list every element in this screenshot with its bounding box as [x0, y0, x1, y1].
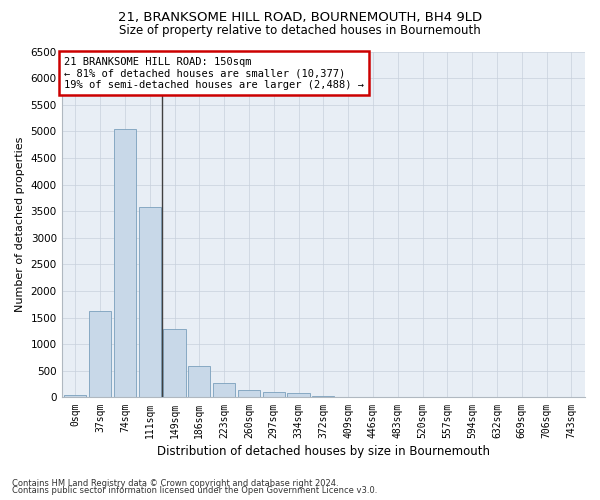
Bar	[188, 366, 211, 398]
X-axis label: Distribution of detached houses by size in Bournemouth: Distribution of detached houses by size …	[157, 444, 490, 458]
Text: 21, BRANKSOME HILL ROAD, BOURNEMOUTH, BH4 9LD: 21, BRANKSOME HILL ROAD, BOURNEMOUTH, BH…	[118, 11, 482, 24]
Bar	[287, 394, 310, 398]
Bar	[213, 383, 235, 398]
Bar	[89, 311, 111, 398]
Text: Contains public sector information licensed under the Open Government Licence v3: Contains public sector information licen…	[12, 486, 377, 495]
Bar	[114, 128, 136, 398]
Y-axis label: Number of detached properties: Number of detached properties	[15, 137, 25, 312]
Text: 21 BRANKSOME HILL ROAD: 150sqm
← 81% of detached houses are smaller (10,377)
19%: 21 BRANKSOME HILL ROAD: 150sqm ← 81% of …	[64, 56, 364, 90]
Bar	[64, 394, 86, 398]
Bar	[312, 396, 334, 398]
Text: Size of property relative to detached houses in Bournemouth: Size of property relative to detached ho…	[119, 24, 481, 37]
Bar	[337, 397, 359, 398]
Bar	[263, 392, 285, 398]
Bar	[139, 207, 161, 398]
Bar	[238, 390, 260, 398]
Text: Contains HM Land Registry data © Crown copyright and database right 2024.: Contains HM Land Registry data © Crown c…	[12, 478, 338, 488]
Bar	[163, 329, 185, 398]
